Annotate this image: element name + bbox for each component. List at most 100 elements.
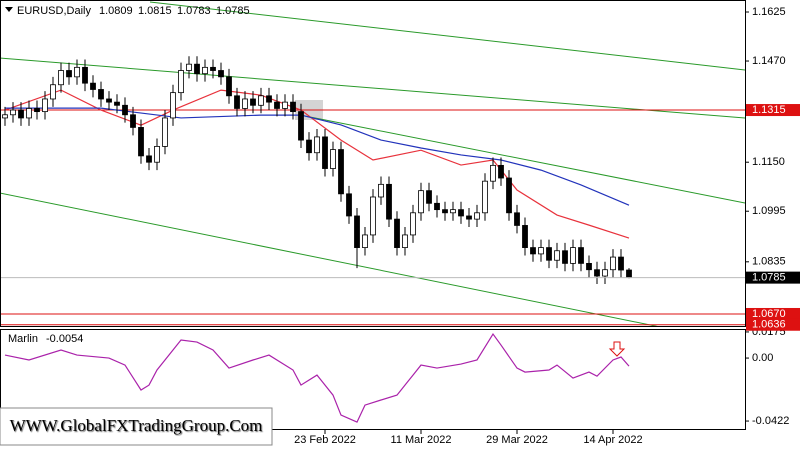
candle-body: [554, 250, 560, 261]
candle-body: [458, 209, 464, 217]
candle-body: [138, 127, 144, 157]
down-arrow: [608, 341, 626, 357]
candle-body: [306, 139, 312, 154]
candle-body: [58, 70, 64, 86]
candle-body: [626, 269, 632, 279]
candle-body: [202, 66, 208, 75]
watermark: WWW.GlobalFXTradingGroup.Com: [10, 416, 263, 435]
candle-body: [354, 215, 360, 248]
price-label-box: [746, 271, 800, 284]
candle-body: [186, 63, 192, 71]
candle-body: [538, 247, 544, 255]
candle-body: [474, 212, 480, 220]
candle-body: [314, 136, 320, 154]
indicator-name: Marlin: [8, 333, 38, 345]
candle-body: [426, 190, 432, 204]
channel-line: [149, 1, 745, 71]
candle-body: [378, 183, 384, 198]
candle-body: [42, 98, 48, 113]
candle-body: [290, 101, 296, 113]
candle-body: [178, 70, 184, 94]
x-tick-label: 11 Mar 2022: [391, 434, 452, 446]
x-tick-label: 29 Mar 2022: [486, 434, 548, 446]
candle-body: [26, 108, 32, 119]
candle-body: [298, 111, 304, 141]
main-frame: [0, 0, 746, 327]
candle-body: [10, 109, 16, 116]
candle-body: [402, 234, 408, 248]
ohlc-high: 1.0815: [138, 5, 172, 17]
candle-body: [618, 256, 624, 271]
candle-body: [242, 98, 248, 109]
symbol: EURUSD,Daily: [17, 5, 91, 17]
candle-body: [546, 247, 552, 261]
candle-body: [234, 95, 240, 109]
candle-body: [362, 234, 368, 248]
candle-body: [466, 215, 472, 220]
x-tick-label: 23 Feb 2022: [294, 434, 356, 446]
level-label-box: [746, 318, 800, 331]
y-tick-label: 1.0835: [752, 256, 786, 268]
candle-body: [594, 269, 600, 277]
y-tick-label: 1.1470: [752, 55, 786, 67]
candle-body: [514, 212, 520, 226]
candle-body: [610, 256, 616, 271]
candle-body: [386, 183, 392, 220]
candle-body: [250, 98, 256, 106]
y-tick-label: 1.0995: [752, 205, 786, 217]
y-tick-label: 1.1150: [752, 156, 785, 168]
indicator-value: -0.0054: [46, 333, 83, 345]
candle-body: [114, 101, 120, 106]
candle-body: [90, 82, 96, 90]
candle-body: [194, 63, 200, 75]
candle-body: [410, 212, 416, 236]
candle-body: [586, 262, 592, 271]
candle-body: [450, 209, 456, 214]
x-tick-label: 14 Apr 2022: [583, 434, 642, 446]
candle-body: [346, 193, 352, 217]
candle-body: [418, 190, 424, 214]
candle-body: [338, 149, 344, 195]
menu-arrow: [5, 7, 13, 12]
candle-body: [146, 155, 152, 163]
candle-body: [130, 114, 136, 128]
candle-body: [2, 114, 8, 119]
candle-body: [522, 225, 528, 248]
indicator-line: [4, 332, 630, 423]
indicator-frame: [0, 329, 746, 430]
candle-body: [578, 247, 584, 264]
candle-body: [18, 109, 24, 119]
candle-body: [274, 101, 280, 109]
y-tick-label: -0.0422: [752, 415, 789, 427]
moving-average: [5, 107, 630, 206]
candle-body: [482, 180, 488, 214]
candle-body: [322, 136, 328, 169]
candle-body: [394, 218, 400, 248]
level-label-box: [746, 104, 800, 117]
watermark-box: [0, 407, 273, 446]
y-tick-label: 0.00: [752, 352, 773, 364]
ohlc-close: 1.0785: [216, 5, 250, 17]
candle-body: [218, 70, 224, 78]
ohlc-open: 1.0809: [99, 5, 133, 17]
candle-body: [562, 250, 568, 264]
level-label: 1.1315: [752, 104, 786, 116]
candle-body: [154, 145, 160, 163]
ohlc-low: 1.0783: [177, 5, 211, 17]
layer: 1.16251.14701.11501.09951.08350.01750.00…: [1, 6, 800, 446]
y-tick-label: 1.1625: [752, 6, 786, 18]
candle-body: [106, 98, 112, 103]
candle-body: [226, 76, 232, 97]
candle-body: [602, 269, 608, 277]
candle-body: [50, 84, 56, 100]
candle-body: [434, 202, 440, 211]
candle-body: [162, 117, 168, 147]
candle-body: [266, 95, 272, 103]
candle-body: [98, 89, 104, 100]
candle-body: [506, 177, 512, 214]
channel-line: [1, 57, 745, 119]
candle-body: [370, 196, 376, 236]
channel-line: [299, 114, 745, 204]
